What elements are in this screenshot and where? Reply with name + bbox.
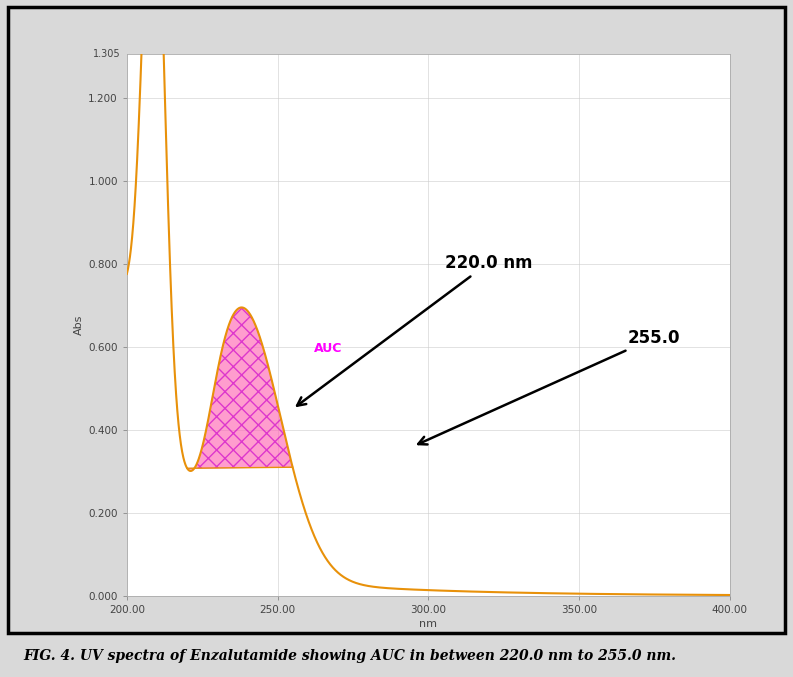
Text: 255.0: 255.0 <box>418 329 680 444</box>
Text: 220.0 nm: 220.0 nm <box>297 254 532 406</box>
Text: FIG. 4. UV spectra of Enzalutamide showing AUC in between 220.0 nm to 255.0 nm.: FIG. 4. UV spectra of Enzalutamide showi… <box>24 649 676 663</box>
X-axis label: nm: nm <box>419 619 437 629</box>
Y-axis label: Abs: Abs <box>74 315 84 335</box>
Text: 1.305: 1.305 <box>94 49 121 59</box>
Text: AUC: AUC <box>314 343 342 355</box>
